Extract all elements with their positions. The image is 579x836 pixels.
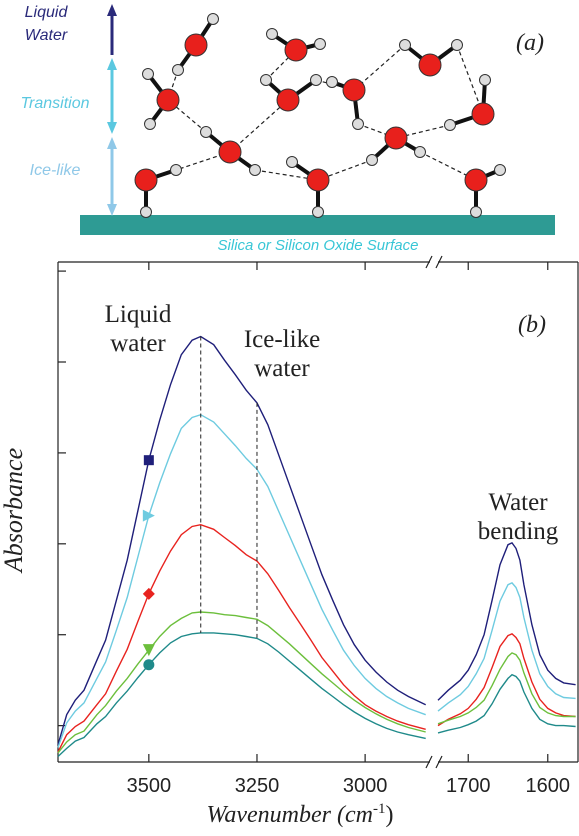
hydrogen	[142, 68, 154, 80]
x-tick-label: 1600	[526, 775, 571, 797]
oxygen	[156, 88, 180, 112]
molecules	[134, 13, 506, 218]
marker	[142, 509, 155, 522]
hydrogen	[266, 28, 278, 40]
marker	[143, 659, 155, 671]
hydrogen	[352, 118, 364, 130]
hydrogen	[366, 154, 378, 166]
axis-break	[425, 255, 433, 269]
oxygen	[464, 168, 488, 192]
series-line	[57, 632, 576, 758]
hydrogen	[494, 164, 506, 176]
annotation: bending	[478, 518, 559, 545]
oxygen	[276, 88, 300, 112]
hydrogen	[144, 118, 156, 130]
hydrogen	[444, 119, 456, 131]
annotation: water	[254, 355, 310, 382]
oxygen	[218, 140, 242, 164]
marker	[143, 455, 154, 466]
region-label: Transition	[20, 95, 89, 112]
hydrogen	[170, 164, 182, 176]
hydrogen	[399, 39, 411, 51]
oxygen	[418, 53, 442, 77]
marker	[142, 587, 155, 600]
panel-label: (b)	[518, 312, 546, 338]
axis-break	[435, 755, 443, 769]
axis-break	[435, 255, 443, 269]
series-line	[57, 523, 576, 753]
oxygen	[384, 126, 408, 150]
hydrogen	[310, 74, 322, 86]
region-label: Ice-like	[30, 162, 81, 179]
series-line	[57, 413, 576, 748]
diagram-panel: Silica or Silicon Oxide Surface Liquid W…	[20, 4, 555, 254]
series-line	[57, 611, 576, 754]
panel-label: (a)	[516, 30, 544, 56]
oxygen	[306, 168, 330, 192]
hydrogen	[314, 38, 326, 50]
y-axis-label: Absorbance	[0, 448, 28, 574]
oxygen	[471, 102, 495, 126]
hydrogen	[249, 164, 261, 176]
x-tick-label: 3250	[235, 775, 280, 797]
x-axis-label-sup: -1	[373, 801, 386, 817]
axis-break	[425, 755, 433, 769]
series-line	[57, 335, 576, 745]
hydrogen	[312, 206, 324, 218]
x-axis-label: Wavenumber (cm-1)	[207, 801, 394, 828]
surface-label: Silica or Silicon Oxide Surface	[218, 237, 419, 254]
oxygen	[342, 78, 366, 102]
oxygen	[184, 33, 208, 57]
hydrogen	[479, 74, 491, 86]
region-arrows	[107, 4, 117, 216]
hydrogen	[451, 39, 463, 51]
marker	[142, 644, 155, 657]
x-tick-label: 3000	[343, 775, 388, 797]
hydrogen	[207, 13, 219, 25]
x-tick-label: 3500	[127, 775, 172, 797]
surface	[80, 215, 555, 235]
annotation: Liquid	[105, 301, 172, 328]
hydrogen	[140, 206, 152, 218]
x-axis-label-end: )	[385, 802, 393, 828]
hydrogen	[414, 146, 426, 158]
region-label: Liquid	[25, 4, 69, 21]
hydrogen	[260, 74, 272, 86]
annotation: Ice-like	[244, 326, 320, 353]
hydrogen	[200, 126, 212, 138]
x-tick-label: 1700	[446, 775, 491, 797]
hydrogen	[470, 206, 482, 218]
oxygen	[284, 38, 308, 62]
hydrogen	[326, 76, 338, 88]
hydrogen	[172, 64, 184, 76]
x-axis-label-main: Wavenumber (cm	[207, 802, 373, 828]
hydrogen	[286, 156, 298, 168]
oxygen	[134, 168, 158, 192]
chart-panel: Absorbance Wavenumber (cm-1) (b) 3500 325…	[0, 255, 579, 828]
annotation: water	[110, 330, 166, 357]
annotation: Water	[488, 489, 548, 516]
region-label: Water	[25, 27, 68, 44]
